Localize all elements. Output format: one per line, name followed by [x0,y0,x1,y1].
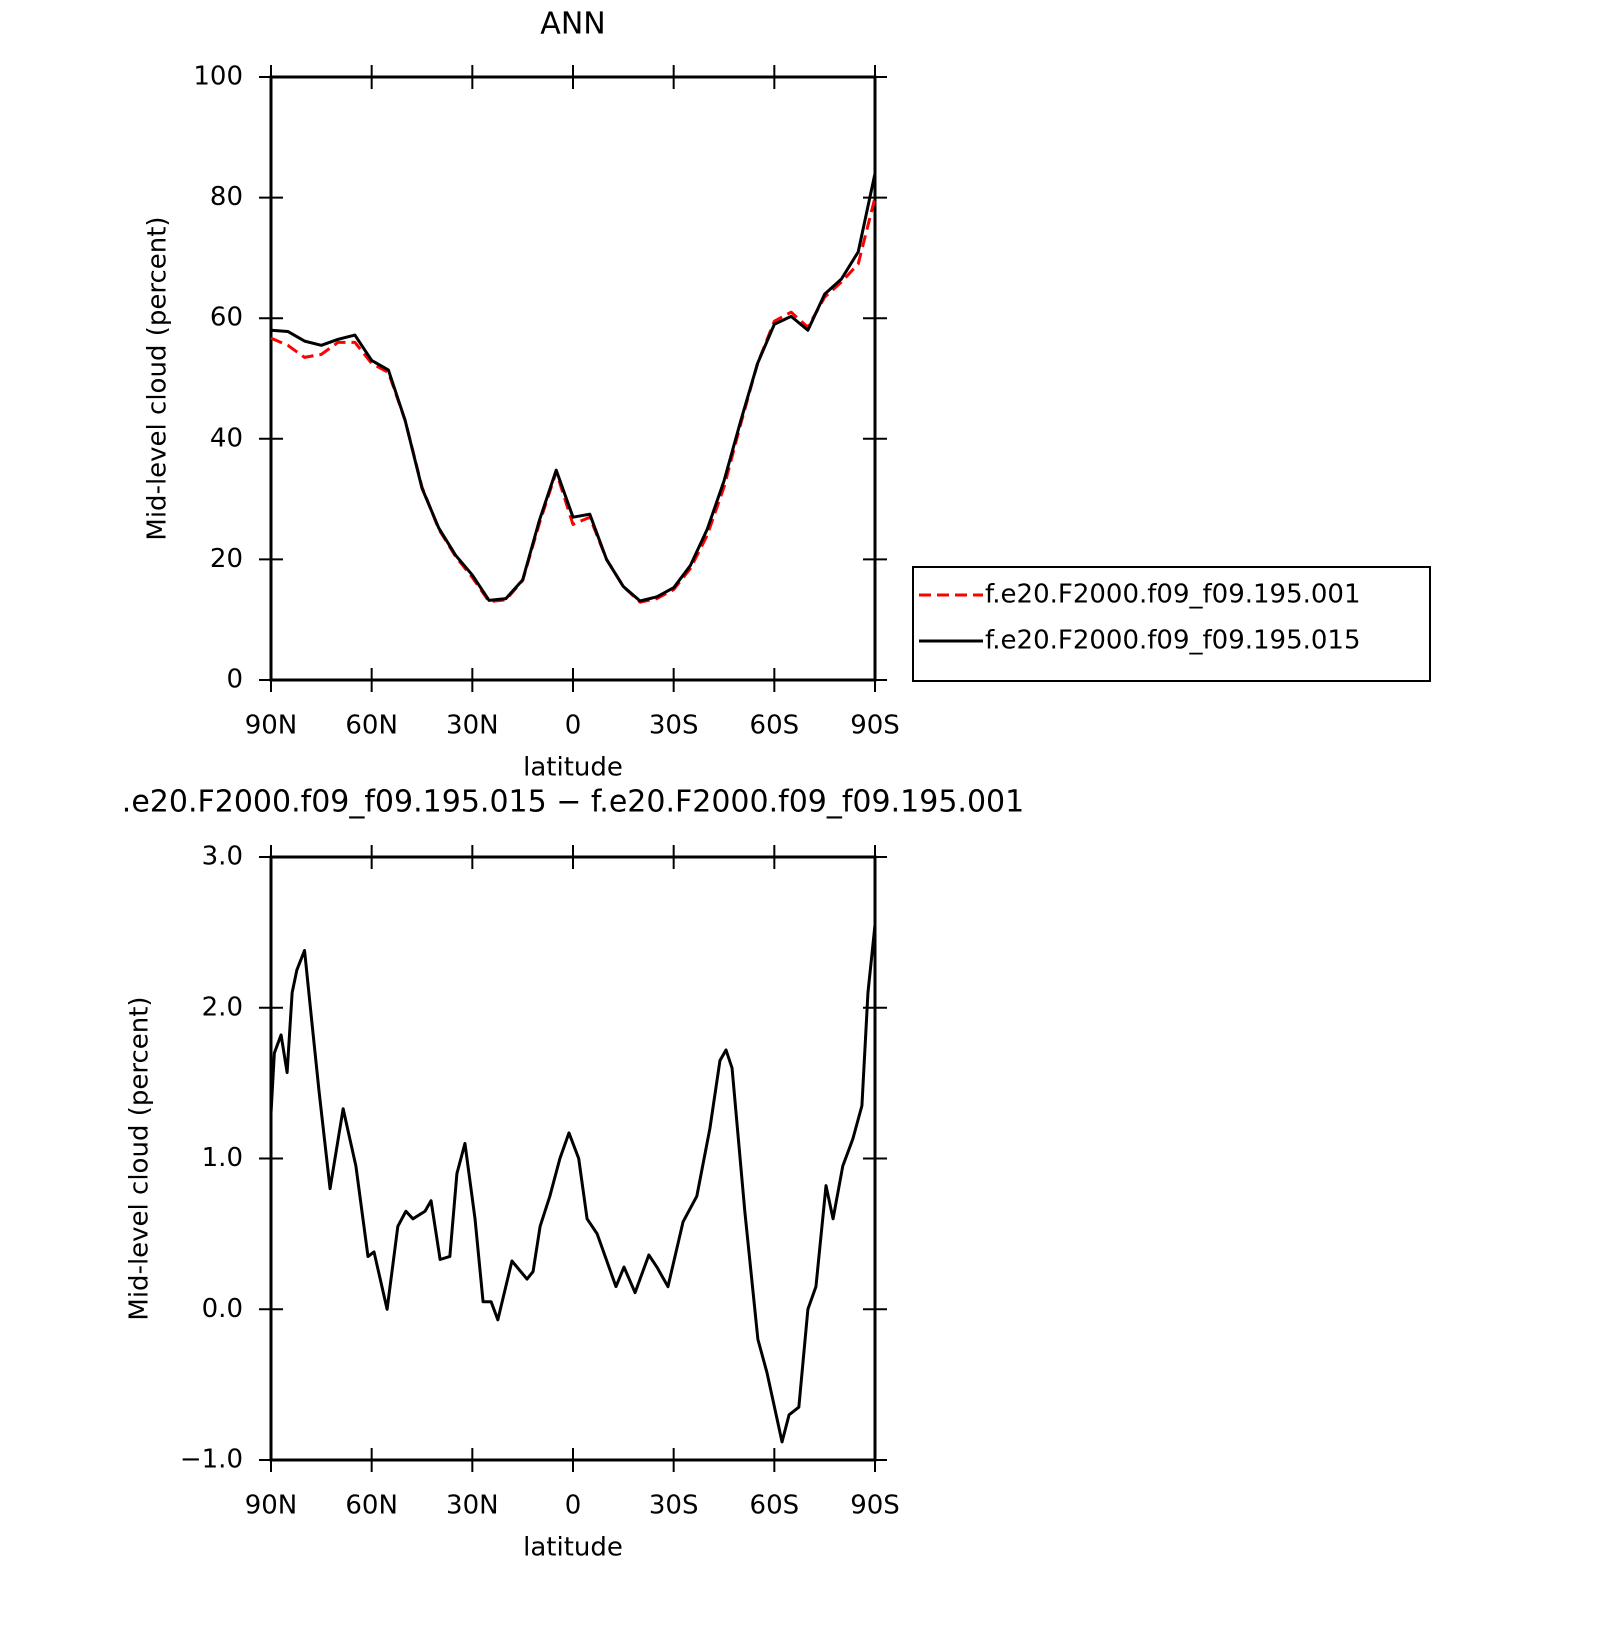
legend-label: f.e20.F2000.f09_f09.195.001 [985,580,1361,610]
y-axis-label: Mid-level cloud (percent) [125,996,155,1320]
legend-label: f.e20.F2000.f09_f09.195.015 [985,626,1361,656]
series-line [270,173,877,603]
y-tick-label: 60 [210,303,243,333]
x-tick-label: 0 [565,711,582,741]
chart-title: ANN [540,7,605,42]
x-tick-label: 60S [750,711,800,741]
y-tick-label: 20 [210,544,243,574]
y-tick-label: 0 [226,665,243,695]
series-line [270,197,877,604]
x-tick-label: 60S [750,1491,800,1521]
y-tick-label: 100 [193,62,243,92]
x-tick-label: 90S [850,1491,900,1521]
x-tick-label: 90N [245,711,298,741]
plot-frame [269,75,877,682]
y-tick-label: −1.0 [180,1445,243,1475]
x-tick-label: 60N [345,1491,398,1521]
x-tick-label: 30N [446,711,499,741]
y-tick-label: 80 [210,182,243,212]
x-tick-label: 90N [245,1491,298,1521]
x-tick-label: 30N [446,1491,499,1521]
y-tick-label: 2.0 [202,992,243,1022]
x-tick-label: 30S [649,1491,699,1521]
x-tick-label: 0 [565,1491,582,1521]
y-tick-label: 40 [210,423,243,453]
series-line [269,924,877,1444]
x-axis-label: latitude [523,753,623,783]
x-tick-label: 90S [850,711,900,741]
y-tick-label: 0.0 [202,1294,243,1324]
x-tick-label: 60N [345,711,398,741]
y-axis-label: Mid-level cloud (percent) [143,216,173,540]
plot-frame [269,855,877,1462]
x-axis-label: latitude [523,1533,623,1563]
legend-box [912,566,1431,682]
chart-title: .e20.F2000.f09_f09.195.015 − f.e20.F2000… [122,785,1024,820]
y-tick-label: 3.0 [202,842,243,872]
y-tick-label: 1.0 [202,1143,243,1173]
x-tick-label: 30S [649,711,699,741]
